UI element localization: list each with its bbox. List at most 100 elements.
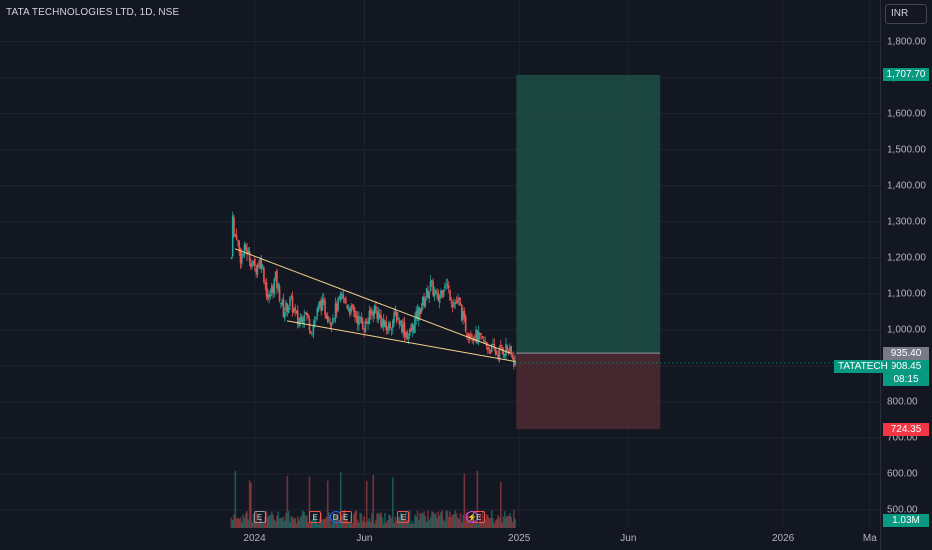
volume-bar (412, 523, 415, 528)
volume-bar (428, 520, 431, 528)
candle-body (506, 346, 509, 350)
volume-bar (464, 514, 467, 528)
candle-body (447, 285, 450, 289)
candle-body (345, 298, 347, 304)
candle-body (490, 344, 493, 353)
candle-body (243, 244, 246, 255)
volume-bar (399, 512, 402, 528)
candle-body (256, 264, 259, 275)
volume-bar (248, 480, 251, 528)
candle-body (337, 297, 339, 311)
candle-body (420, 307, 423, 313)
volume-bar (388, 514, 390, 528)
candle-body (306, 312, 308, 315)
stop-zone (516, 353, 661, 430)
candle-body (384, 320, 386, 328)
candle-body (454, 302, 457, 305)
y-tick-label: 800.00 (887, 396, 918, 408)
candle-body (260, 257, 263, 269)
candle-body (274, 271, 277, 279)
volume-bar (368, 518, 371, 528)
candle-body (510, 346, 513, 355)
candle-body (303, 315, 306, 322)
candle-body (247, 250, 250, 255)
currency-selector[interactable]: INR (885, 4, 927, 24)
candle-body (441, 291, 444, 295)
volume-bar (407, 512, 410, 528)
volume-bar (287, 511, 290, 528)
candle-body (408, 329, 411, 336)
candle-body (368, 310, 371, 324)
candle-body (460, 304, 463, 321)
volume-bar (460, 522, 463, 528)
volume-bar (328, 512, 330, 528)
candle-body (386, 329, 389, 331)
volume-bar (381, 517, 384, 528)
volume-bar (418, 520, 420, 528)
entry-price-badge: 935.40 (883, 346, 929, 360)
candle-body (299, 316, 302, 323)
volume-bar (321, 519, 324, 528)
volume-bar (347, 523, 350, 528)
event-marker[interactable]: D (329, 511, 342, 523)
event-marker[interactable]: E (472, 511, 485, 523)
candle-body (289, 297, 291, 307)
trendlines (234, 248, 516, 363)
candle-body (388, 322, 390, 331)
volume-bar (268, 515, 270, 528)
candle-body (398, 320, 401, 325)
trendline-1 (234, 248, 511, 354)
target-price-badge: 1,707.70 (883, 68, 929, 82)
candle-body (486, 347, 489, 350)
price-axis[interactable] (880, 0, 932, 550)
event-marker[interactable]: E (397, 511, 410, 523)
volume-bar (345, 518, 347, 528)
volume-bar (432, 511, 434, 528)
event-marker[interactable]: ⚡ (466, 511, 479, 523)
candle-body (423, 296, 425, 306)
volume-bar (496, 519, 498, 528)
volume-bar (324, 519, 326, 528)
event-marker[interactable]: E (253, 511, 266, 523)
candle-body (311, 334, 313, 335)
volume-bar (269, 514, 272, 528)
volume-bar (489, 517, 492, 528)
volume-bar (378, 514, 381, 528)
volume-bar (419, 513, 421, 528)
candle-body (497, 354, 500, 359)
candle-body (343, 297, 346, 299)
candle-body (500, 344, 502, 347)
candle-body (309, 331, 312, 334)
volume-bar (463, 473, 466, 528)
candle-body (498, 347, 501, 360)
event-marker[interactable]: E (309, 511, 322, 523)
candle-body (293, 308, 295, 313)
volume-bar (446, 510, 449, 528)
candle-body (291, 296, 294, 313)
candle-body (338, 298, 341, 299)
candle-body (502, 349, 505, 355)
candle-body (403, 322, 406, 336)
volume-bar (442, 519, 445, 528)
price-chart[interactable] (0, 0, 880, 550)
stop-price-badge: 724.35 (883, 422, 929, 436)
volume-bar (230, 517, 233, 528)
volume-bar (505, 517, 507, 528)
target-zone (516, 74, 661, 354)
candle-body (252, 260, 255, 266)
candle-body (511, 355, 514, 358)
volume-bar (277, 511, 280, 528)
volume-bar (468, 521, 471, 528)
volume-bar (433, 513, 436, 528)
volume-bar (506, 515, 509, 528)
volume-bar (234, 470, 237, 528)
candle-body (401, 320, 403, 333)
volume-bar (295, 523, 298, 528)
candle-body (302, 318, 304, 324)
volume-bar (319, 517, 321, 528)
candle-body (459, 302, 462, 306)
candle-body (358, 315, 360, 326)
event-marker[interactable]: E (339, 511, 352, 523)
candle-body (434, 290, 437, 293)
candle-body (397, 318, 399, 320)
